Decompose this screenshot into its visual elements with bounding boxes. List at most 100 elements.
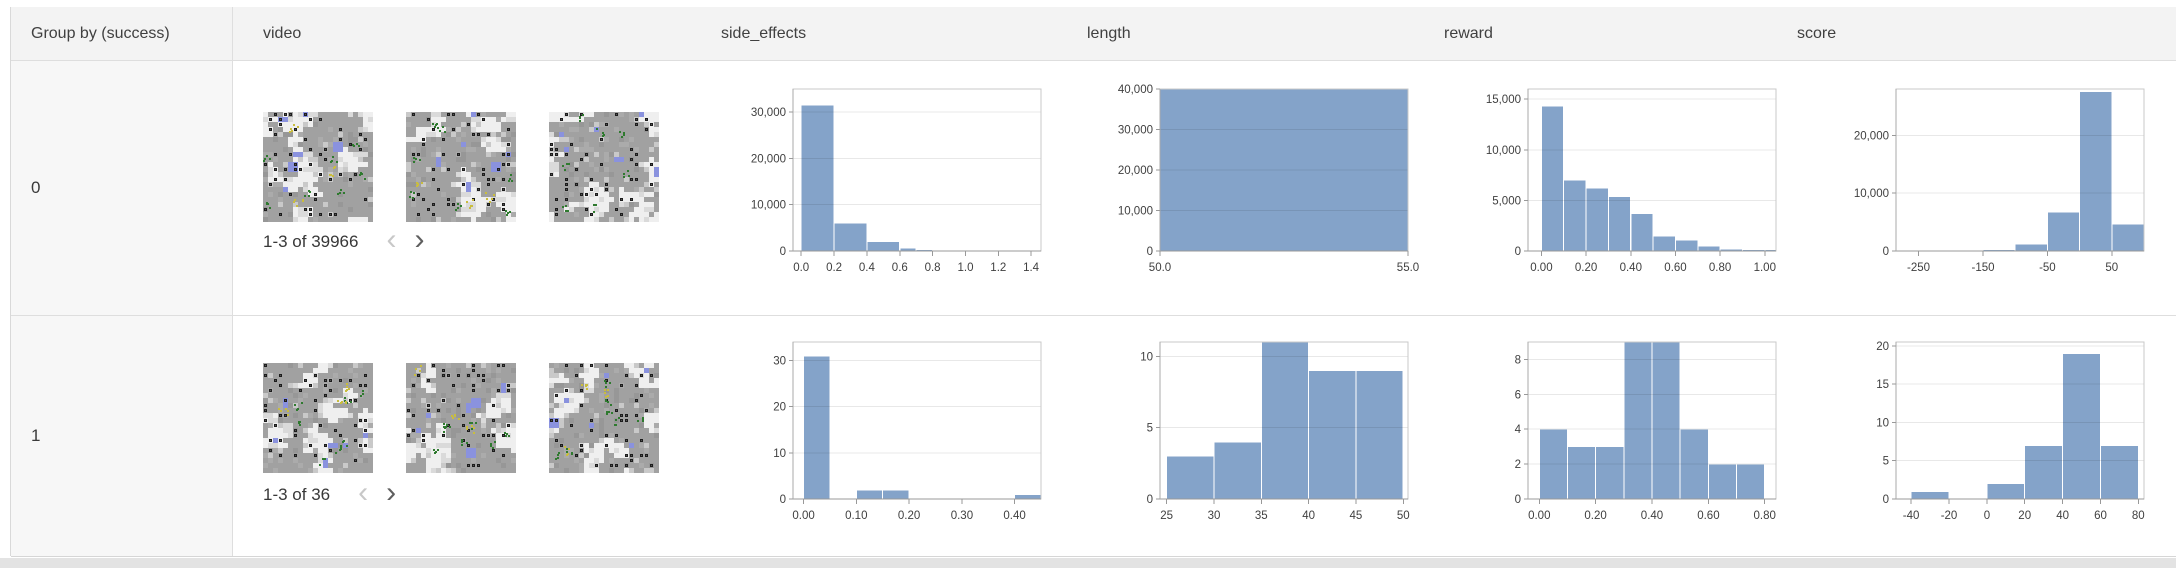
- svg-text:4: 4: [1515, 424, 1522, 436]
- column-header-reward[interactable]: reward: [1444, 24, 1493, 42]
- svg-text:5,000: 5,000: [1492, 195, 1521, 207]
- svg-text:0.40: 0.40: [1641, 510, 1663, 522]
- table-header-row: Group by (success) video side_effects le…: [11, 7, 2176, 61]
- video-cell: 1-3 of 36 ‹ ›: [233, 316, 711, 556]
- table-row-group-1: 1 1-3 of 36 ‹ › 0 10 20 30 0.00 0.10 0.20 0.30 0…: [11, 315, 2176, 556]
- group-value-cell: 1: [11, 316, 233, 556]
- svg-text:0.30: 0.30: [951, 510, 973, 522]
- video-thumbnail[interactable]: [549, 112, 659, 222]
- svg-text:-50: -50: [2039, 262, 2056, 274]
- svg-text:0.20: 0.20: [1584, 510, 1606, 522]
- svg-text:0.6: 0.6: [892, 262, 908, 274]
- column-header-side-effects[interactable]: side_effects: [721, 24, 807, 42]
- svg-text:0.80: 0.80: [1709, 262, 1731, 274]
- svg-text:40: 40: [1302, 510, 1315, 522]
- video-pagination: 1-3 of 36 ‹ ›: [263, 476, 397, 509]
- svg-text:10,000: 10,000: [1854, 188, 1889, 200]
- svg-text:-250: -250: [1907, 262, 1930, 274]
- svg-text:50: 50: [1397, 510, 1410, 522]
- svg-text:1.0: 1.0: [958, 262, 974, 274]
- svg-text:10: 10: [1140, 351, 1153, 363]
- svg-text:2: 2: [1515, 459, 1521, 471]
- column-header-video[interactable]: video: [263, 24, 302, 42]
- svg-text:0: 0: [780, 494, 786, 506]
- video-thumbnail[interactable]: [549, 363, 659, 473]
- svg-text:20: 20: [773, 402, 786, 414]
- svg-text:10,000: 10,000: [1118, 206, 1153, 218]
- video-thumbnails: [263, 363, 659, 473]
- svg-text:20,000: 20,000: [1118, 165, 1153, 177]
- pagination-next-icon[interactable]: ›: [414, 223, 425, 256]
- svg-text:5: 5: [1147, 423, 1153, 435]
- svg-text:0: 0: [1515, 494, 1521, 506]
- svg-text:0: 0: [1883, 246, 1889, 258]
- column-header-length[interactable]: length: [1087, 24, 1131, 42]
- svg-text:55.0: 55.0: [1397, 262, 1419, 274]
- svg-text:30: 30: [1208, 510, 1221, 522]
- svg-text:0.20: 0.20: [1575, 262, 1597, 274]
- pagination-range-label: 1-3 of 39966: [263, 232, 359, 251]
- column-header-score[interactable]: score: [1797, 24, 1837, 42]
- svg-text:10,000: 10,000: [751, 200, 786, 212]
- svg-text:0.20: 0.20: [898, 510, 920, 522]
- svg-text:1.00: 1.00: [1754, 262, 1776, 274]
- svg-text:8: 8: [1515, 354, 1521, 366]
- svg-text:0.2: 0.2: [826, 262, 842, 274]
- video-thumbnail[interactable]: [406, 363, 516, 473]
- svg-text:-150: -150: [1971, 262, 1994, 274]
- svg-text:1.4: 1.4: [1023, 262, 1040, 274]
- pagination-prev-icon[interactable]: ‹: [386, 223, 397, 256]
- svg-text:80: 80: [2132, 510, 2145, 522]
- svg-text:20,000: 20,000: [751, 153, 786, 165]
- svg-text:0.10: 0.10: [845, 510, 867, 522]
- svg-text:0.60: 0.60: [1697, 510, 1719, 522]
- svg-text:0.00: 0.00: [1528, 510, 1550, 522]
- svg-text:0.60: 0.60: [1664, 262, 1686, 274]
- svg-text:0.00: 0.00: [792, 510, 814, 522]
- column-header-group-by[interactable]: Group by (success): [11, 7, 233, 60]
- svg-text:30: 30: [773, 356, 786, 368]
- svg-text:20: 20: [2018, 510, 2031, 522]
- group-value-cell: 0: [11, 61, 233, 315]
- svg-text:-20: -20: [1941, 510, 1958, 522]
- svg-text:35: 35: [1255, 510, 1268, 522]
- svg-text:0: 0: [1883, 494, 1889, 506]
- svg-text:6: 6: [1515, 389, 1521, 401]
- table-row-group-0: 0 1-3 of 39966 ‹ › 0 10,000 20,000 30,000 0.…: [11, 61, 2176, 315]
- runs-table: Group by (success) video side_effects le…: [10, 7, 2176, 557]
- pagination-range-label: 1-3 of 36: [263, 485, 331, 504]
- svg-text:10: 10: [1876, 417, 1889, 429]
- svg-text:15: 15: [1876, 379, 1889, 391]
- svg-text:10,000: 10,000: [1486, 145, 1521, 157]
- svg-text:25: 25: [1160, 510, 1173, 522]
- svg-text:30,000: 30,000: [1118, 125, 1153, 137]
- svg-text:0: 0: [1147, 246, 1153, 258]
- svg-text:0: 0: [1147, 494, 1153, 506]
- histogram-length-group-0: 0 10,000 20,000 30,000 40,000 50.0 55.0: [1077, 61, 1433, 315]
- svg-text:50.0: 50.0: [1149, 262, 1171, 274]
- video-thumbnail[interactable]: [263, 112, 373, 222]
- svg-text:0.80: 0.80: [1754, 510, 1776, 522]
- video-pagination: 1-3 of 39966 ‹ ›: [263, 223, 425, 256]
- histogram-side-effects-group-1: 0 10 20 30 0.00 0.10 0.20 0.30 0.40: [711, 316, 1067, 556]
- svg-text:5: 5: [1883, 456, 1889, 468]
- histogram-reward-group-0: 0 5,000 10,000 15,000 0.00 0.20 0.40 0.60 0.80 1.…: [1434, 61, 1790, 315]
- svg-text:50: 50: [2105, 262, 2118, 274]
- svg-text:30,000: 30,000: [751, 107, 786, 119]
- svg-text:60: 60: [2094, 510, 2107, 522]
- svg-text:0: 0: [780, 246, 786, 258]
- svg-text:45: 45: [1350, 510, 1363, 522]
- video-thumbnail[interactable]: [263, 363, 373, 473]
- video-thumbnails: [263, 112, 659, 222]
- pagination-next-icon[interactable]: ›: [386, 476, 397, 509]
- svg-text:20,000: 20,000: [1854, 130, 1889, 142]
- svg-text:10: 10: [773, 448, 786, 460]
- pagination-prev-icon[interactable]: ‹: [358, 476, 369, 509]
- svg-text:20: 20: [1876, 341, 1889, 353]
- svg-text:0.40: 0.40: [1620, 262, 1642, 274]
- svg-text:0: 0: [1515, 246, 1521, 258]
- horizontal-scrollbar[interactable]: [0, 558, 2176, 568]
- svg-text:0.8: 0.8: [925, 262, 941, 274]
- video-thumbnail[interactable]: [406, 112, 516, 222]
